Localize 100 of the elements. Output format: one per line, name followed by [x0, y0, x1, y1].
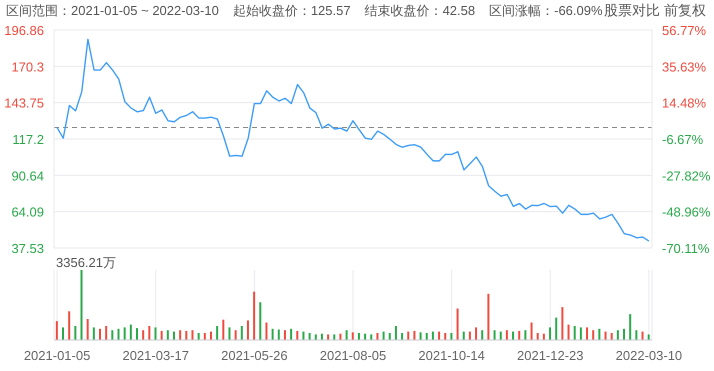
bar [506, 330, 508, 340]
bar [420, 332, 422, 340]
bar [635, 330, 638, 340]
bar [426, 333, 428, 340]
y2-tick-label: -70.11% [662, 241, 710, 256]
bar [166, 330, 169, 340]
bar [542, 334, 545, 340]
bar [346, 330, 348, 340]
bar [265, 322, 268, 340]
y-tick-label: 196.86 [4, 23, 44, 38]
bar [290, 328, 292, 340]
bar [74, 326, 76, 340]
bar [92, 327, 95, 340]
text: 3356.21万 [56, 255, 116, 270]
bar [111, 330, 114, 340]
bar [284, 330, 286, 340]
bar [450, 333, 452, 340]
bar [160, 330, 163, 340]
bar [468, 332, 471, 340]
bar [308, 333, 311, 340]
bar [401, 333, 404, 340]
bar [216, 326, 218, 340]
y2-tick-label: 56.77% [662, 23, 707, 38]
bar [56, 321, 58, 340]
bar [487, 294, 490, 340]
x-tick-label: 2021-05-26 [221, 348, 288, 363]
y2-tick-label: -48.96% [662, 204, 711, 220]
bar [204, 333, 206, 340]
bar [623, 328, 626, 340]
bar [475, 327, 478, 340]
bar [382, 332, 385, 340]
bar [99, 328, 102, 340]
text: 结束收盘价：42.58 [364, 2, 476, 20]
bar [481, 330, 484, 340]
bar [358, 333, 360, 340]
bar [339, 334, 342, 340]
bar [222, 320, 224, 340]
bar [586, 327, 588, 340]
bar [500, 332, 502, 340]
bar [136, 328, 138, 340]
bar [228, 327, 230, 340]
bar [616, 330, 619, 340]
bar [364, 334, 366, 340]
bar [561, 307, 564, 340]
bar [555, 318, 558, 340]
y2-tick-label: 35.63% [662, 59, 707, 74]
bar [407, 332, 410, 340]
bar [80, 270, 83, 340]
bar [444, 333, 446, 340]
bar [432, 332, 434, 340]
bar [185, 330, 188, 340]
bar [240, 326, 243, 340]
bar [296, 330, 298, 340]
bar [130, 324, 132, 340]
bar [580, 327, 582, 340]
bar [172, 332, 175, 340]
y-tick-label: 170.3 [11, 59, 44, 74]
bar [536, 333, 539, 340]
x-tick-label: 2021-08-05 [320, 348, 386, 363]
bar [198, 333, 200, 340]
bar [518, 330, 520, 340]
bar [604, 332, 607, 340]
x-tick-label: 2021-01-05 [24, 348, 90, 363]
text: 区间范围：2021-01-05 ~ 2022-03-10 [6, 2, 219, 20]
y-tick-label: 143.75 [4, 96, 44, 111]
bar [272, 328, 274, 340]
bar [234, 330, 237, 340]
x-tick-label: 2021-10-14 [418, 348, 485, 363]
bar [376, 333, 378, 340]
bar [142, 330, 144, 340]
y-tick-label: 64.09 [11, 204, 44, 220]
y-tick-label: 117.2 [12, 132, 44, 147]
bar [524, 330, 526, 340]
bar [438, 332, 440, 340]
bar [302, 332, 304, 340]
bar [629, 314, 632, 340]
bar [320, 334, 323, 340]
bar [210, 332, 212, 340]
bar [530, 322, 533, 340]
y2-tick-label: -6.67% [662, 132, 704, 147]
bar [154, 327, 156, 340]
bar [278, 330, 280, 340]
bar [105, 326, 108, 340]
text: 前复权 [664, 2, 706, 20]
bar [456, 308, 459, 340]
bar [462, 332, 465, 340]
bar [62, 327, 64, 340]
y2-tick-label: 14.48% [662, 96, 707, 111]
x-tick-label: 2021-03-17 [122, 348, 189, 363]
bar [494, 330, 496, 340]
bar [253, 292, 256, 340]
bar [86, 319, 89, 340]
bar [642, 332, 644, 340]
bar [118, 328, 120, 340]
bar [512, 332, 514, 340]
bar [388, 333, 391, 340]
bar [568, 324, 570, 340]
text: 起始收盘价：125.57 [232, 2, 351, 20]
y-tick-label: 37.53 [11, 241, 44, 256]
bar [592, 330, 594, 340]
